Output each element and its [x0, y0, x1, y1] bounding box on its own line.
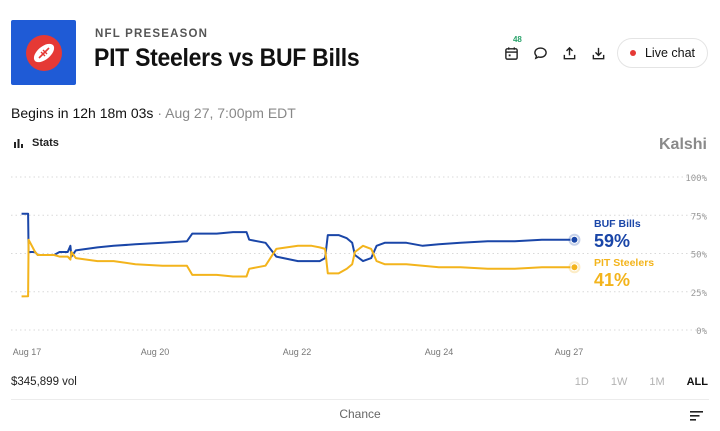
y-tick-label: 0% [696, 327, 707, 337]
event-date: · Aug 27, 7:00pm EDT [157, 105, 296, 121]
series-name-label: BUF Bills [594, 218, 641, 230]
x-tick-label: Aug 17 [13, 347, 42, 357]
brand-logo: Kalshi [658, 136, 707, 153]
download-button[interactable] [588, 39, 610, 67]
series-name-label: PIT Steelers [594, 257, 654, 269]
live-chat-button[interactable]: Live chat [616, 38, 708, 68]
series-endpoint [570, 263, 579, 272]
range-1m[interactable]: 1M [649, 376, 665, 388]
stats-toggle[interactable]: Stats [13, 137, 59, 149]
header-actions: 48 Live chat [501, 35, 708, 68]
event-countdown: Begins in 12h 18m 03s · Aug 27, 7:00pm E… [11, 105, 296, 121]
x-tick-label: Aug 27 [555, 347, 584, 357]
comment-button[interactable] [530, 39, 552, 67]
y-tick-label: 50% [691, 251, 708, 261]
time-range-selector: 1D 1W 1M ALL [553, 376, 708, 388]
event-logo [11, 20, 76, 85]
y-tick-label: 25% [691, 289, 708, 299]
x-tick-label: Aug 22 [283, 347, 312, 357]
volume-text: $345,899 vol [11, 376, 77, 388]
live-dot-icon [629, 50, 636, 56]
x-tick-label: Aug 24 [425, 347, 454, 357]
series-line [21, 212, 575, 263]
series-line [21, 238, 575, 298]
page-title: PIT Steelers vs BUF Bills [94, 44, 360, 72]
live-chat-label: Live chat [644, 46, 695, 60]
x-tick-label: Aug 20 [141, 347, 170, 357]
range-1d[interactable]: 1D [574, 376, 589, 388]
notification-count: 48 [512, 35, 522, 44]
series-value-label: 41% [594, 270, 630, 290]
bar-chart-icon [13, 138, 24, 148]
comment-icon [534, 46, 548, 59]
calendar-icon [505, 46, 519, 60]
calendar-button[interactable]: 48 [501, 35, 523, 67]
download-icon [593, 47, 605, 59]
range-1w[interactable]: 1W [610, 376, 628, 388]
range-all[interactable]: ALL [686, 376, 708, 388]
series-endpoint [570, 235, 579, 244]
y-tick-label: 100% [685, 174, 707, 184]
share-button[interactable] [559, 39, 581, 67]
event-category: NFL PRESEASON [95, 28, 209, 40]
sort-button[interactable] [690, 408, 703, 426]
countdown-text: Begins in 12h 18m 03s [11, 105, 154, 121]
stats-label: Stats [32, 137, 59, 149]
y-tick-label: 75% [691, 212, 708, 222]
chance-header: Chance [339, 407, 381, 421]
football-icon [25, 34, 62, 71]
sort-icon [690, 411, 703, 421]
divider [11, 399, 709, 400]
share-icon [564, 46, 576, 59]
price-chart: 100% 75% 50% 25% 0% Aug 17 Aug 20 Aug 22 Aug 24 A… [11, 174, 708, 357]
series-value-label: 59% [594, 231, 630, 251]
